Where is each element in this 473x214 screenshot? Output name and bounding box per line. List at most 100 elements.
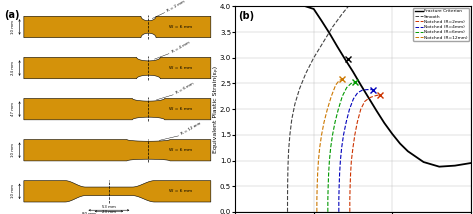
Y-axis label: Equivalent Plastic Strain(εₚ): Equivalent Plastic Strain(εₚ)	[213, 65, 219, 153]
Notched (R=2mm)	[349, 159, 354, 162]
Text: 47 mm: 47 mm	[11, 102, 15, 116]
Notched (R=12mm)	[336, 79, 342, 82]
Fracture Criterion	[389, 132, 395, 135]
Notched (R=12mm)	[324, 108, 330, 110]
Fracture Criterion	[342, 58, 348, 61]
Notched (R=2mm)	[347, 211, 353, 213]
Text: W = 6 mm: W = 6 mm	[169, 25, 193, 29]
Fracture Criterion	[420, 161, 426, 163]
Notched (R=6mm)	[325, 185, 331, 187]
Line: Fracture Criterion: Fracture Criterion	[306, 6, 471, 167]
Fracture Criterion	[452, 164, 458, 167]
Smooth	[320, 41, 326, 44]
Notched (R=4mm)	[350, 98, 356, 100]
Notched (R=12mm)	[315, 159, 321, 162]
Notched (R=6mm)	[352, 81, 358, 84]
Notched (R=6mm)	[326, 159, 332, 162]
Text: 24 mm: 24 mm	[11, 61, 15, 75]
Notched (R=6mm)	[340, 95, 345, 98]
Notched (R=2mm)	[362, 100, 368, 103]
Notched (R=4mm)	[359, 89, 365, 91]
Text: W = 6 mm: W = 6 mm	[169, 148, 193, 152]
Notched (R=12mm)	[321, 121, 327, 123]
Text: R = 12 mm: R = 12 mm	[181, 121, 202, 136]
Smooth	[311, 56, 316, 59]
Notched (R=6mm)	[335, 108, 341, 110]
Text: (a): (a)	[5, 9, 20, 19]
Line: Notched (R=2mm): Notched (R=2mm)	[350, 95, 380, 212]
Fracture Criterion	[319, 19, 324, 22]
Fracture Criterion	[350, 70, 356, 73]
Line: Notched (R=6mm): Notched (R=6mm)	[328, 82, 355, 212]
Notched (R=2mm)	[354, 121, 360, 123]
Polygon shape	[24, 57, 211, 79]
Notched (R=2mm)	[348, 172, 353, 175]
Notched (R=12mm)	[328, 95, 334, 98]
Notched (R=6mm)	[332, 121, 338, 123]
Line: Smooth: Smooth	[288, 6, 348, 212]
Fracture Criterion	[405, 150, 411, 153]
Notched (R=4mm)	[341, 134, 346, 136]
Smooth	[287, 134, 293, 136]
Notched (R=4mm)	[364, 88, 370, 91]
Notched (R=4mm)	[336, 185, 342, 187]
Notched (R=6mm)	[330, 134, 335, 136]
Smooth	[292, 103, 298, 105]
Fracture Criterion	[397, 142, 403, 145]
Notched (R=6mm)	[348, 82, 354, 85]
Smooth	[330, 26, 335, 28]
Notched (R=2mm)	[350, 146, 356, 149]
Fracture Criterion	[303, 5, 309, 8]
Text: 10 mm: 10 mm	[11, 184, 15, 198]
Text: R = 2 mm: R = 2 mm	[167, 0, 186, 13]
Smooth	[345, 5, 351, 8]
Text: W = 6 mm: W = 6 mm	[169, 66, 193, 70]
Text: W = 6 mm: W = 6 mm	[169, 189, 193, 193]
Text: (b): (b)	[237, 10, 254, 21]
Polygon shape	[24, 16, 211, 38]
Notched (R=2mm)	[358, 108, 364, 110]
Smooth	[339, 13, 345, 15]
Notched (R=6mm)	[352, 81, 358, 84]
Notched (R=6mm)	[325, 198, 331, 200]
Notched (R=12mm)	[333, 84, 339, 86]
Notched (R=12mm)	[314, 198, 320, 200]
Text: W = 6 mm: W = 6 mm	[169, 107, 193, 111]
Text: 10 mm: 10 mm	[11, 143, 15, 157]
Notched (R=12mm)	[314, 211, 320, 213]
Polygon shape	[24, 181, 211, 202]
Fracture Criterion	[382, 122, 387, 124]
Notched (R=2mm)	[367, 97, 372, 99]
Smooth	[285, 180, 290, 182]
Polygon shape	[24, 140, 211, 161]
Notched (R=4mm)	[337, 172, 342, 175]
Notched (R=6mm)	[325, 211, 331, 213]
Notched (R=6mm)	[326, 172, 332, 175]
Notched (R=4mm)	[347, 108, 352, 110]
Notched (R=2mm)	[370, 95, 376, 98]
Text: R = 6 mm: R = 6 mm	[175, 81, 194, 95]
Smooth	[285, 195, 290, 198]
Smooth	[286, 149, 291, 152]
Fracture Criterion	[326, 32, 332, 34]
Notched (R=2mm)	[347, 198, 353, 200]
Text: 53 mm: 53 mm	[102, 205, 116, 209]
Notched (R=2mm)	[347, 185, 353, 187]
Fracture Criterion	[366, 97, 371, 99]
Polygon shape	[24, 98, 211, 120]
Fracture Criterion	[374, 109, 379, 112]
Notched (R=4mm)	[368, 88, 374, 91]
Notched (R=4mm)	[339, 146, 344, 149]
Line: Notched (R=12mm): Notched (R=12mm)	[317, 79, 342, 212]
Fracture Criterion	[311, 8, 316, 10]
Notched (R=12mm)	[339, 78, 345, 81]
Fracture Criterion	[334, 45, 340, 48]
Legend: Fracture Criterion, Smooth, Notched (R=2mm), Notched (R=4mm), Notched (R=6mm), N: Fracture Criterion, Smooth, Notched (R=2…	[413, 8, 469, 41]
Notched (R=2mm)	[375, 94, 380, 97]
Notched (R=12mm)	[315, 185, 320, 187]
Text: R = 4 mm: R = 4 mm	[171, 40, 190, 54]
Notched (R=4mm)	[338, 159, 343, 162]
Notched (R=4mm)	[336, 211, 342, 213]
Fracture Criterion	[468, 162, 473, 164]
Smooth	[285, 164, 291, 167]
